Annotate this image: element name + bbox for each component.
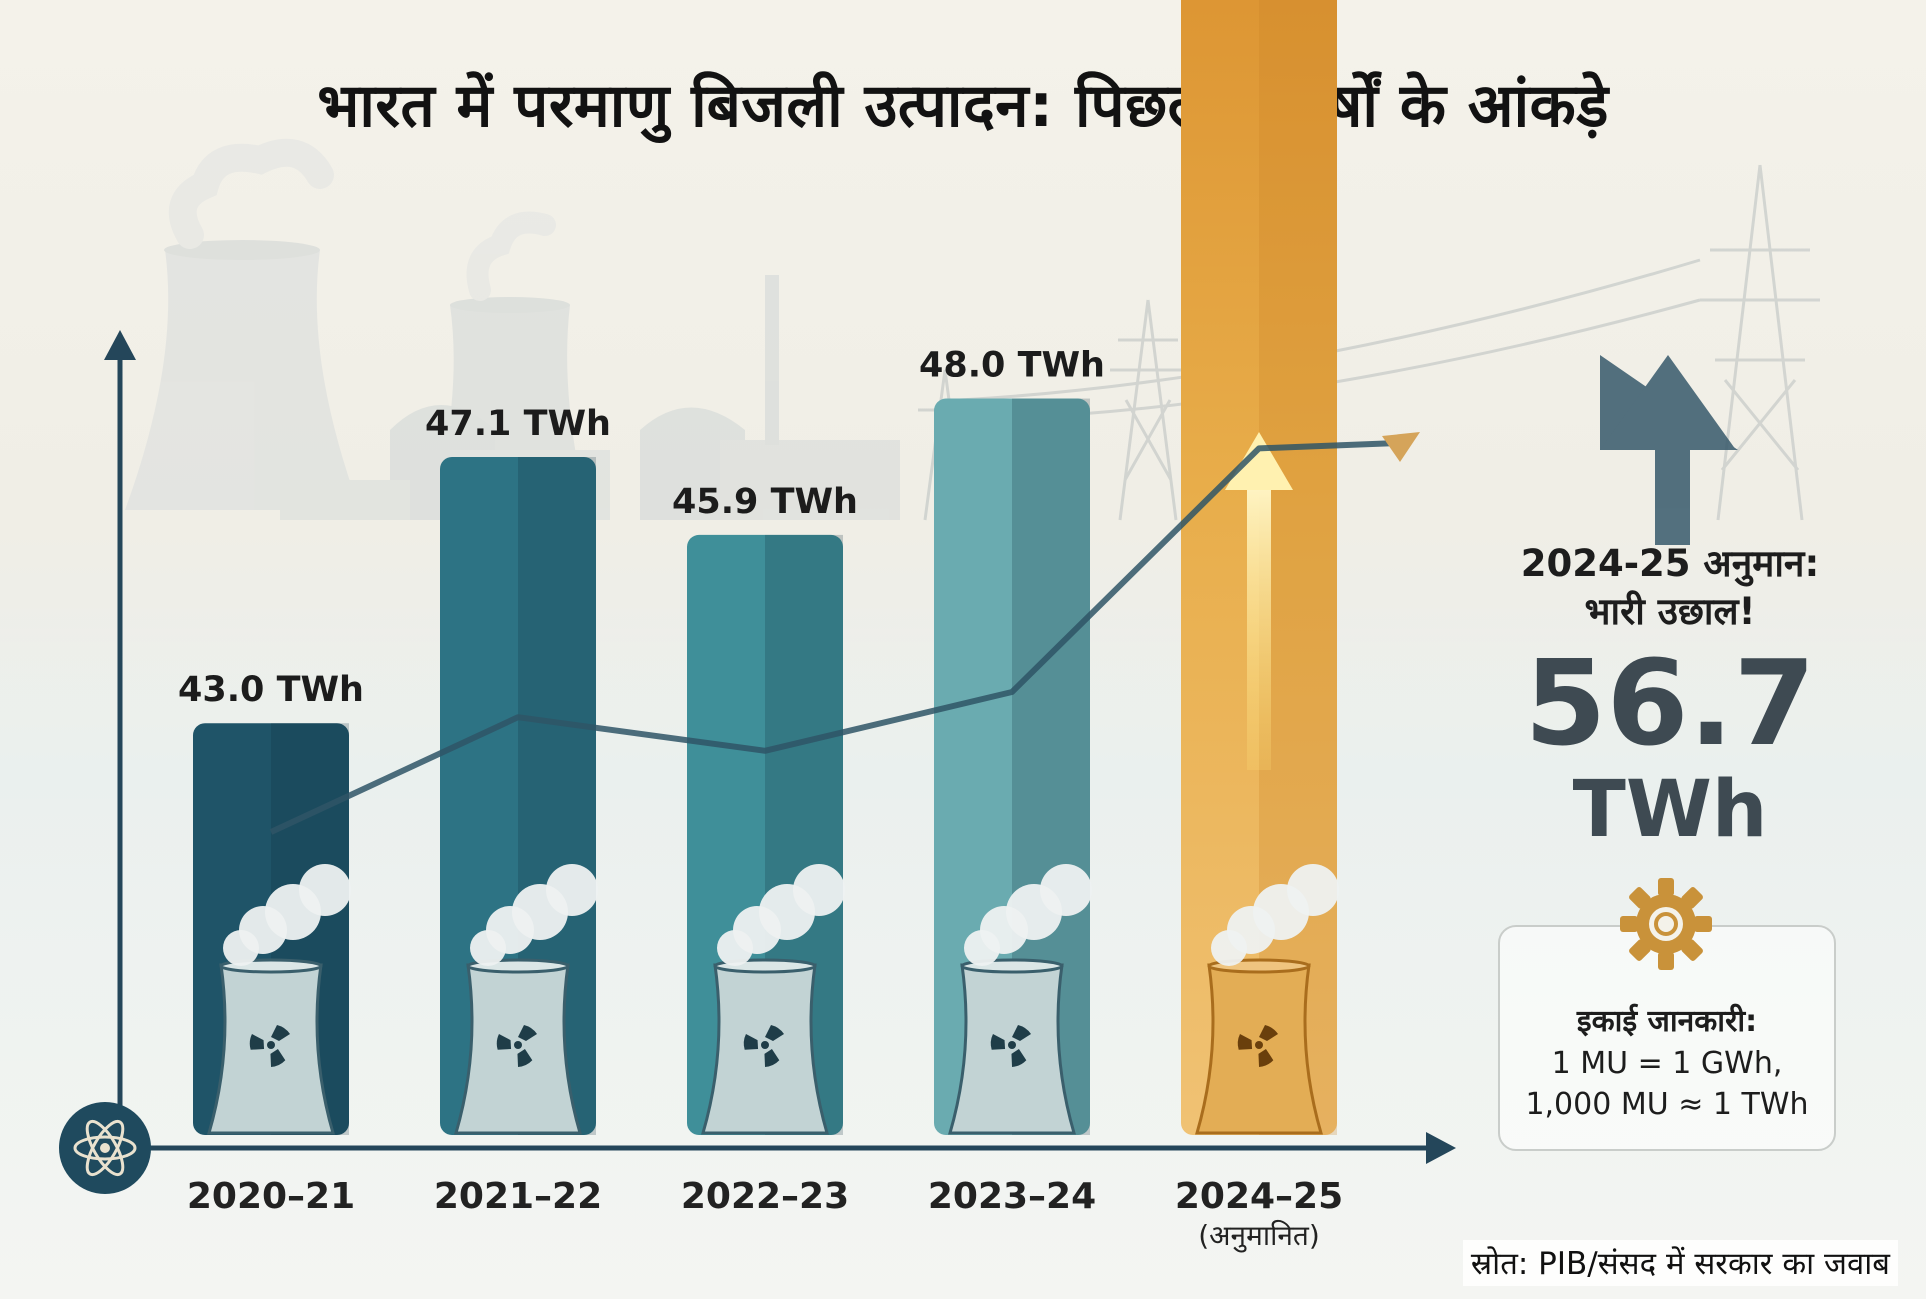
- gear-icon: [1620, 878, 1712, 970]
- estimate-caption: 2024-25 अनुमान: भारी उछाल!: [1520, 542, 1820, 633]
- unit-info-box: इकाई जानकारी: 1 MU = 1 GWh, 1,000 MU ≈ 1…: [1498, 925, 1836, 1151]
- highlight-arrow-icon: [1225, 432, 1293, 770]
- data-label: 45.9 TWh: [672, 482, 858, 522]
- data-label: 43.0 TWh: [178, 670, 364, 710]
- atom-icon: [59, 1102, 151, 1194]
- x-tick-label: 2022–23: [681, 1176, 849, 1217]
- y-axis-arrow-icon: [104, 330, 136, 360]
- source-note: स्रोत: PIB/संसद में सरकार का जवाब: [1462, 1240, 1898, 1286]
- unit-info-line: 1,000 MU ≈ 1 TWh: [1525, 1087, 1809, 1122]
- x-tick-label: 2021–22: [434, 1176, 602, 1217]
- estimate-note: (अनुमानित): [1198, 1219, 1320, 1253]
- cooling-tower-icon: [207, 864, 351, 1135]
- cooling-tower-icon: [1195, 864, 1339, 1135]
- trend-arrow-icon: [1382, 432, 1420, 462]
- x-tick-label: 2024–25: [1175, 1176, 1343, 1217]
- estimate-value: 56.7: [1524, 634, 1816, 772]
- data-label: 47.1 TWh: [425, 404, 611, 444]
- cooling-tower-icon: [454, 864, 598, 1135]
- page-title: भारत में परमाणु बिजली उत्पादन: पिछले 5 व…: [317, 71, 1609, 141]
- data-label: 48.0 TWh: [919, 346, 1105, 386]
- x-axis-arrow-icon: [1426, 1132, 1456, 1164]
- cooling-tower-icon: [701, 864, 845, 1135]
- unit-info-line: 1 MU = 1 GWh,: [1551, 1046, 1783, 1081]
- bar-shade: [1259, 0, 1337, 1136]
- estimate-callout: 2024-25 अनुमान: भारी उछाल! 56.7 TWh: [1480, 540, 1860, 858]
- trend-line: [269, 440, 1399, 835]
- growth-arrow-icon: [1600, 355, 1738, 545]
- cooling-tower-icon: [948, 864, 1092, 1135]
- x-tick-label: 2020–21: [187, 1176, 355, 1217]
- x-tick-label: 2023–24: [928, 1176, 1096, 1217]
- unit-info-title: इकाई जानकारी:: [1576, 1004, 1758, 1039]
- estimate-unit: TWh: [1572, 765, 1768, 855]
